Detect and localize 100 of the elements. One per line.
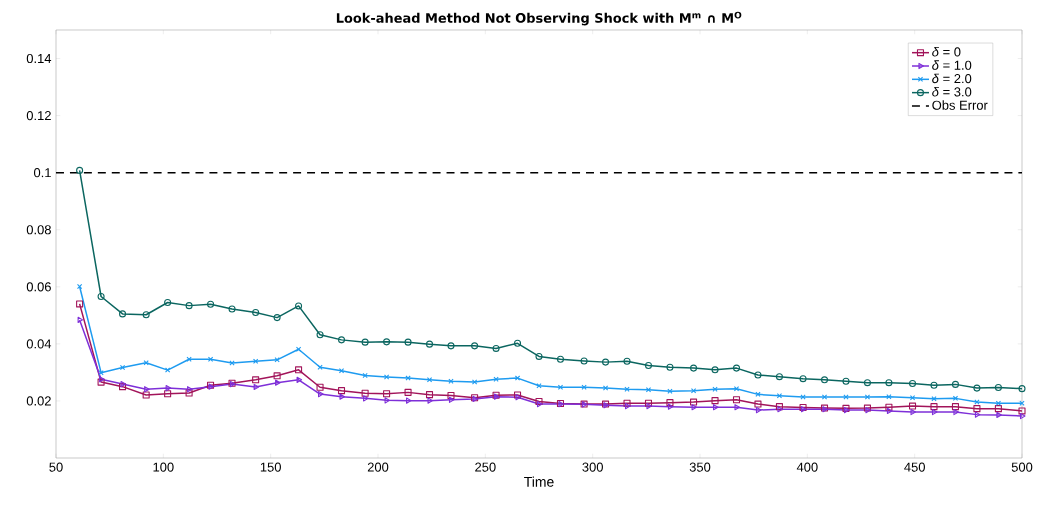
point bbox=[951, 380, 959, 388]
point bbox=[821, 394, 828, 400]
point bbox=[295, 346, 302, 352]
y-tick-label: 0.12 bbox=[26, 111, 51, 121]
point bbox=[885, 403, 893, 411]
point bbox=[119, 364, 126, 371]
point bbox=[557, 384, 564, 390]
point bbox=[691, 404, 698, 411]
point bbox=[273, 372, 281, 380]
point bbox=[645, 387, 652, 393]
point bbox=[316, 383, 324, 391]
point bbox=[776, 393, 783, 399]
point bbox=[187, 386, 193, 393]
point bbox=[338, 368, 345, 374]
point bbox=[252, 358, 259, 364]
point bbox=[644, 362, 653, 370]
point bbox=[909, 395, 916, 401]
point bbox=[667, 388, 673, 394]
legend-label: δ = 0 bbox=[932, 47, 961, 57]
point bbox=[384, 397, 391, 404]
point bbox=[863, 379, 871, 387]
point bbox=[732, 364, 741, 372]
point bbox=[690, 388, 697, 394]
y-tick-label: 0.02 bbox=[26, 396, 51, 406]
point bbox=[252, 308, 260, 317]
point bbox=[448, 396, 455, 403]
point bbox=[951, 403, 959, 411]
point bbox=[425, 391, 434, 399]
point bbox=[623, 357, 631, 365]
point bbox=[404, 338, 412, 346]
point bbox=[361, 338, 369, 346]
point bbox=[186, 356, 192, 362]
point bbox=[886, 407, 893, 415]
point bbox=[952, 395, 959, 402]
point bbox=[383, 338, 391, 346]
point bbox=[556, 355, 565, 363]
point bbox=[754, 371, 762, 379]
point bbox=[363, 395, 369, 402]
point bbox=[405, 375, 411, 381]
point bbox=[775, 373, 783, 381]
point bbox=[425, 340, 434, 348]
point bbox=[974, 399, 980, 405]
point bbox=[535, 352, 543, 360]
point bbox=[930, 381, 938, 389]
point bbox=[164, 298, 172, 307]
point bbox=[974, 411, 981, 418]
point bbox=[733, 386, 740, 392]
point bbox=[228, 305, 236, 313]
point bbox=[492, 344, 500, 352]
point bbox=[273, 314, 281, 322]
point bbox=[973, 405, 981, 413]
x-tick-label: 200 bbox=[367, 462, 389, 472]
point bbox=[994, 383, 1002, 392]
point bbox=[885, 379, 893, 387]
point bbox=[712, 404, 719, 411]
point bbox=[580, 357, 588, 365]
point bbox=[317, 364, 323, 370]
x-tick-label: 350 bbox=[689, 462, 711, 472]
point bbox=[471, 342, 479, 350]
legend-label: Obs Error bbox=[932, 100, 988, 110]
point bbox=[734, 404, 741, 411]
y-tick-label: 0.04 bbox=[26, 339, 52, 349]
point bbox=[910, 408, 917, 416]
point bbox=[361, 389, 369, 397]
x-axis-title: Time bbox=[524, 476, 554, 487]
point bbox=[339, 393, 346, 400]
point bbox=[143, 360, 149, 366]
x-tick-label: 250 bbox=[475, 462, 496, 472]
point bbox=[295, 366, 303, 374]
point bbox=[820, 376, 829, 384]
point bbox=[404, 388, 412, 396]
point bbox=[406, 397, 412, 404]
point bbox=[886, 393, 892, 400]
y-tick-label: 0.08 bbox=[26, 225, 51, 235]
point bbox=[908, 402, 917, 410]
x-tick-label: 500 bbox=[1011, 462, 1033, 472]
legend-label: δ = 2.0 bbox=[932, 73, 972, 84]
point bbox=[337, 336, 346, 344]
point bbox=[712, 386, 718, 392]
chart-title: Look-ahead Method Not Observing Shock with M$^{m}$ ∩ M$^{O}$ bbox=[336, 11, 742, 26]
point bbox=[953, 408, 959, 416]
point bbox=[732, 396, 741, 404]
point bbox=[690, 398, 698, 406]
point bbox=[427, 397, 434, 404]
point bbox=[690, 364, 698, 372]
point bbox=[207, 300, 215, 308]
point bbox=[581, 384, 587, 390]
point bbox=[316, 331, 324, 339]
point bbox=[800, 394, 806, 400]
point bbox=[295, 302, 303, 310]
y-tick-label: 0.1 bbox=[33, 168, 51, 178]
x-tick-label: 400 bbox=[796, 462, 818, 472]
point bbox=[755, 406, 762, 414]
point bbox=[602, 385, 609, 391]
point bbox=[337, 387, 346, 395]
point bbox=[426, 377, 433, 383]
point bbox=[514, 375, 521, 381]
point bbox=[536, 383, 542, 389]
point bbox=[666, 399, 674, 407]
y-tick-label: 0.14 bbox=[26, 53, 52, 64]
